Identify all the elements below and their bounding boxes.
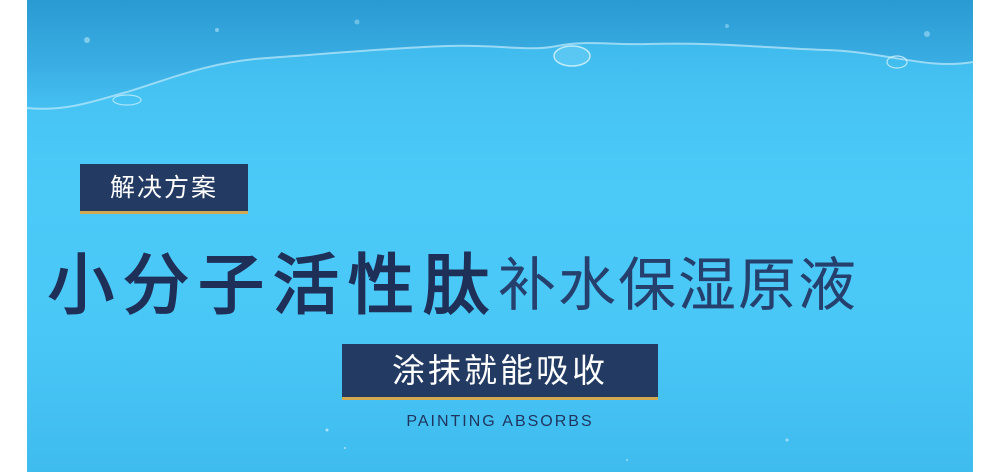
solution-tag: 解决方案	[80, 164, 248, 211]
subtitle: PAINTING ABSORBS	[406, 413, 594, 430]
headline: 小分子活性肽补水保湿原液	[48, 232, 968, 324]
headline-bold: 小分子活性肽	[48, 247, 498, 324]
bubbles-decoration	[325, 428, 789, 461]
headline-light: 补水保湿原液	[498, 251, 859, 319]
cta-tag: 涂抹就能吸收	[342, 344, 658, 397]
water-surface-image	[27, 0, 973, 110]
